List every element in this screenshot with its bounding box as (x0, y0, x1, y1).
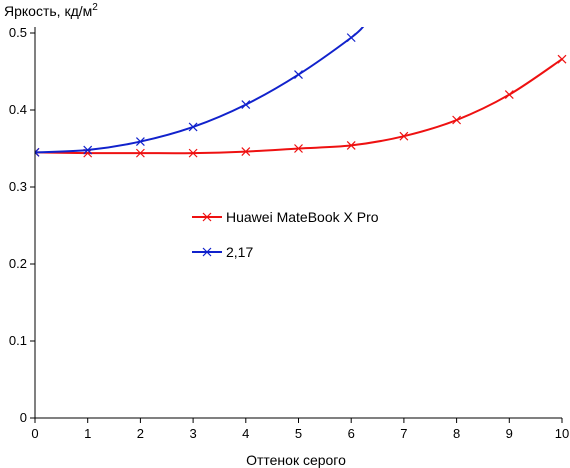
legend-item: Huawei MateBook X Pro (192, 209, 379, 225)
x-tick-label: 1 (84, 426, 91, 441)
x-tick-label: 9 (506, 426, 513, 441)
y-tick-label: 0.4 (9, 102, 27, 117)
y-axis-label: Яркость, кд/м2 (4, 2, 98, 19)
y-tick-label: 0.5 (9, 25, 27, 40)
x-tick-label: 6 (348, 426, 355, 441)
y-tick-label: 0.2 (9, 256, 27, 271)
x-tick-label: 8 (453, 426, 460, 441)
legend-label: Huawei MateBook X Pro (226, 209, 379, 225)
y-tick-label: 0 (20, 410, 27, 425)
series-line-0 (35, 59, 562, 153)
x-axis-label: Оттенок серого (246, 452, 346, 468)
x-tick-label: 7 (400, 426, 407, 441)
series-line-1 (35, 25, 364, 152)
data-point (295, 71, 303, 79)
chart-marks (31, 25, 566, 157)
x-tick-label: 5 (295, 426, 302, 441)
chart-axes: 0 1 2 3 4 5 6 7 8 9 10 0 0.1 0.2 0.3 0.4 0.5 (9, 25, 569, 441)
y-axis-label-text: Яркость, кд/м (4, 3, 92, 19)
data-point (505, 91, 513, 99)
data-point (242, 101, 250, 109)
x-tick-label: 3 (189, 426, 196, 441)
legend-label: 2,17 (226, 244, 253, 260)
legend: Huawei MateBook X Pro 2,17 (192, 209, 379, 260)
y-axis-label-superscript: 2 (92, 2, 98, 13)
y-tick-label: 0.1 (9, 333, 27, 348)
data-point (558, 55, 566, 63)
y-tick-label: 0.3 (9, 179, 27, 194)
data-point (347, 34, 355, 42)
x-tick-label: 10 (555, 426, 569, 441)
x-tick-label: 2 (137, 426, 144, 441)
data-point (453, 116, 461, 124)
x-tick-label: 0 (31, 426, 38, 441)
x-tick-label: 4 (242, 426, 249, 441)
legend-item: 2,17 (192, 244, 253, 260)
